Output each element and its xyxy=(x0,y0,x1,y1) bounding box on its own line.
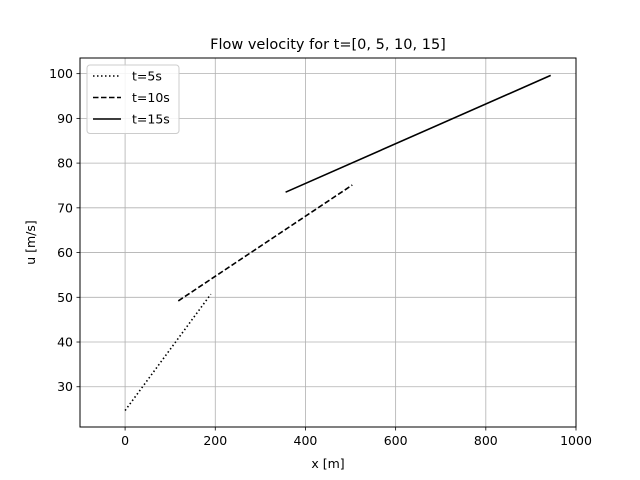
x-tick-label: 400 xyxy=(294,433,318,448)
plot-series xyxy=(124,74,552,411)
y-tick-label: 90 xyxy=(57,111,73,126)
x-tick-label: 800 xyxy=(474,433,498,448)
x-tick-label: 600 xyxy=(384,433,408,448)
axis-ticks: 0 200 400 600 800 1000 30 40 50 60 70 80 90 100 xyxy=(49,66,592,448)
legend: t=5s t=10s t=15s xyxy=(86,64,180,134)
y-tick-label: 50 xyxy=(57,290,73,305)
y-tick-label: 80 xyxy=(57,156,73,171)
legend-box xyxy=(86,64,180,134)
y-axis-label: u [m/s] xyxy=(23,220,38,265)
y-tick-label: 100 xyxy=(49,66,73,81)
y-tick-label: 60 xyxy=(57,245,73,260)
grid xyxy=(80,58,577,427)
legend-label: t=5s xyxy=(132,69,162,84)
y-tick-label: 40 xyxy=(57,335,73,350)
y-tick-label: 70 xyxy=(57,200,73,215)
y-tick-label: 30 xyxy=(57,379,73,394)
series-line-solid xyxy=(285,74,552,193)
legend-label: t=10s xyxy=(132,90,170,105)
x-tick-label: 200 xyxy=(203,433,227,448)
series-line-dashed xyxy=(177,184,353,302)
x-tick-label: 0 xyxy=(121,433,129,448)
x-tick-label: 1000 xyxy=(560,433,592,448)
legend-label: t=15s xyxy=(132,112,170,127)
chart-title: Flow velocity for t=[0, 5, 10, 15] xyxy=(210,37,446,53)
x-axis-label: x [m] xyxy=(311,456,344,471)
series-line-dotted xyxy=(124,293,212,411)
plot-frame xyxy=(79,57,577,428)
